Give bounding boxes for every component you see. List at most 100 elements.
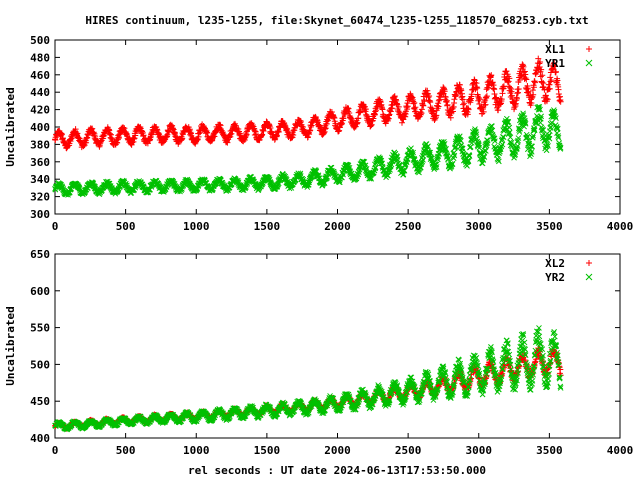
x-tick-label: 1500 [254, 444, 281, 457]
data-point [421, 98, 428, 105]
x-tick-label: 3500 [536, 444, 563, 457]
x-tick-label: 2000 [324, 220, 351, 233]
data-point [227, 133, 234, 140]
y-tick-label: 360 [30, 156, 50, 169]
data-point [464, 111, 471, 118]
legend-marker [586, 46, 592, 52]
x-tick-label: 500 [116, 444, 136, 457]
data-point [404, 103, 411, 110]
data-point [420, 102, 427, 109]
data-point [504, 79, 511, 86]
x-tick-label: 2500 [395, 220, 422, 233]
data-point [410, 105, 417, 112]
x-tick-label: 2000 [324, 444, 351, 457]
y-tick-label: 400 [30, 432, 50, 445]
data-point [388, 105, 395, 112]
data-point [441, 88, 448, 95]
x-tick-label: 2500 [395, 444, 422, 457]
data-point [275, 129, 282, 136]
data-point [472, 79, 479, 86]
data-point [522, 75, 529, 82]
data-point [166, 127, 173, 134]
data-point [530, 91, 537, 98]
data-point [404, 106, 411, 113]
y-axis-label: Uncalibrated [4, 306, 17, 385]
data-point [515, 89, 522, 96]
data-point [506, 75, 513, 82]
data-point [435, 103, 442, 110]
data-point [444, 101, 451, 108]
legend-marker [585, 59, 593, 67]
data-point [456, 81, 463, 88]
y-tick-label: 480 [30, 51, 50, 64]
y-tick-label: 500 [30, 34, 50, 47]
data-point [503, 68, 510, 75]
y-tick-label: 450 [30, 395, 50, 408]
data-point [530, 84, 537, 91]
data-point [395, 103, 402, 110]
data-point [391, 93, 398, 100]
data-point [488, 72, 495, 79]
data-point [411, 99, 418, 106]
y-tick-label: 400 [30, 121, 50, 134]
x-tick-label: 3500 [536, 220, 563, 233]
data-point [307, 127, 314, 134]
x-tick-label: 1000 [183, 444, 210, 457]
y-tick-label: 550 [30, 322, 50, 335]
data-point [418, 106, 425, 113]
data-point [498, 96, 505, 103]
data-point [543, 147, 550, 154]
data-point [537, 73, 544, 80]
data-point [533, 69, 540, 76]
data-point [320, 130, 327, 137]
data-point [474, 85, 481, 92]
data-point [355, 115, 362, 122]
data-point [459, 96, 466, 103]
data-point [357, 108, 364, 115]
data-point [538, 66, 545, 73]
legend-label: XL1 [545, 43, 565, 56]
x-tick-label: 1000 [183, 220, 210, 233]
data-point [532, 79, 539, 86]
data-point [516, 77, 523, 84]
y-tick-label: 420 [30, 104, 50, 117]
data-point [379, 106, 386, 113]
x-tick-label: 3000 [466, 444, 493, 457]
y-axis-label: Uncalibrated [4, 87, 17, 166]
legend-label: XL2 [545, 257, 565, 270]
data-point [540, 84, 547, 91]
x-tick-label: 4000 [607, 444, 634, 457]
data-point [537, 59, 544, 66]
data-point [179, 135, 186, 142]
data-point [507, 84, 514, 91]
data-point [433, 112, 440, 119]
legend-marker [586, 260, 592, 266]
data-point [338, 120, 345, 127]
x-tick-label: 500 [116, 220, 136, 233]
x-tick-label: 0 [52, 220, 59, 233]
x-tick-label: 1500 [254, 220, 281, 233]
data-point [267, 124, 274, 131]
top-panel: 0 500 1000 1500 2000 2500 3000 3500 400030032034… [4, 34, 633, 233]
y-tick-label: 460 [30, 69, 50, 82]
data-point [372, 107, 379, 114]
data-point [224, 139, 231, 146]
y-tick-label: 340 [30, 173, 50, 186]
x-tick-label: 0 [52, 444, 59, 457]
chart-title: HIRES continuum, l235-l255, file:Skynet_… [85, 14, 588, 27]
data-point [535, 55, 542, 62]
data-point [506, 124, 513, 131]
data-point [186, 126, 193, 133]
data-point [489, 79, 496, 86]
data-point [523, 76, 530, 83]
y-tick-label: 320 [30, 191, 50, 204]
data-point [513, 95, 520, 102]
data-point [458, 87, 465, 94]
x-tick-label: 4000 [607, 220, 634, 233]
data-point [515, 85, 522, 92]
y-tick-label: 600 [30, 285, 50, 298]
data-point [538, 79, 545, 86]
data-point [496, 101, 503, 108]
data-point [427, 99, 434, 106]
